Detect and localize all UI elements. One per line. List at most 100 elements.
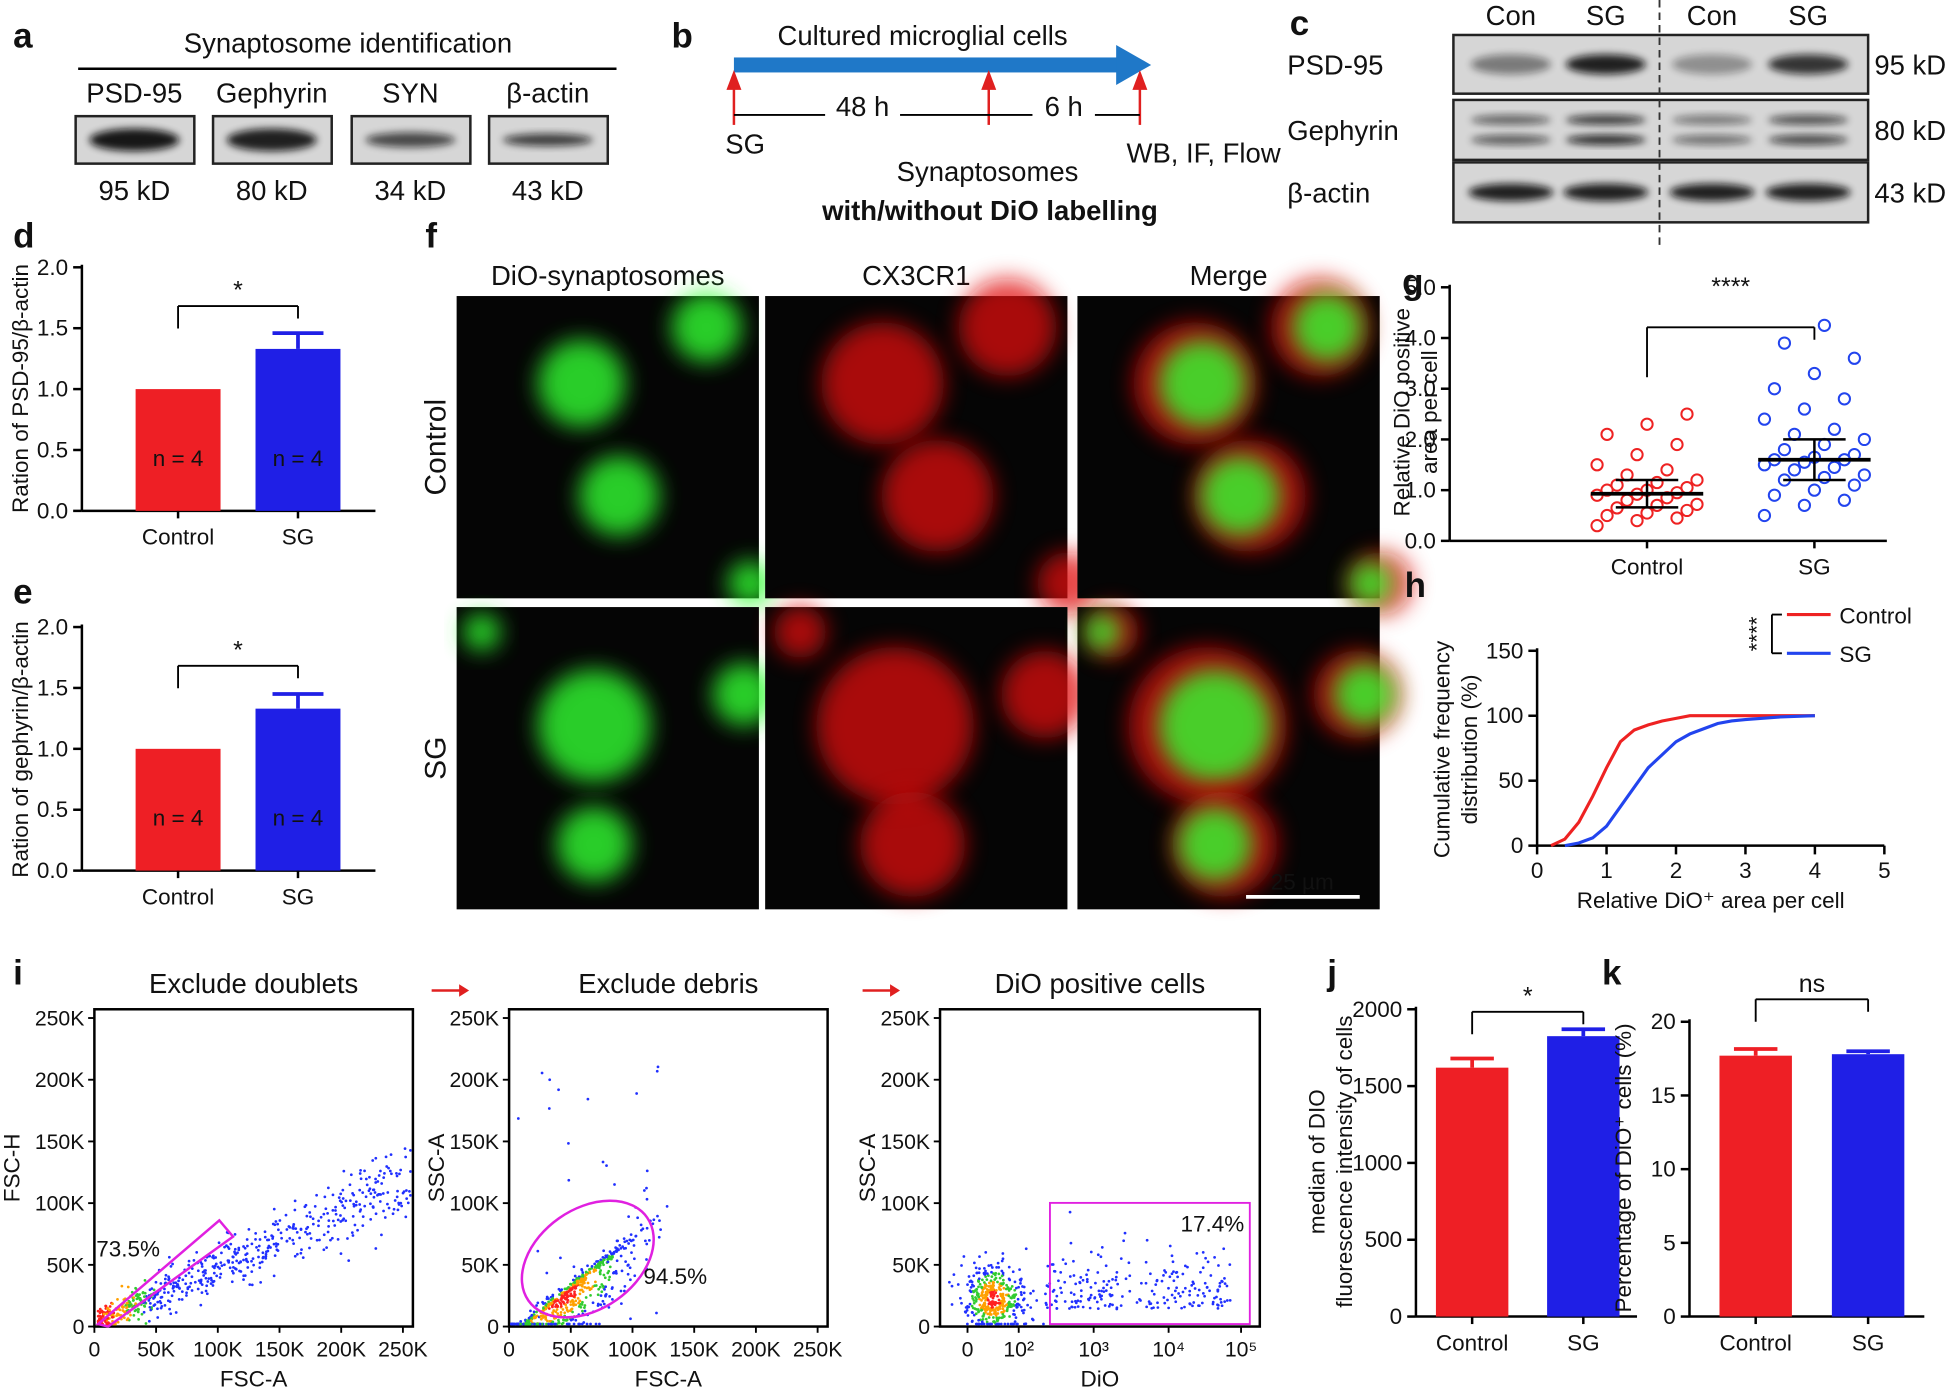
event-dot <box>1199 1270 1202 1274</box>
event-dot <box>1196 1293 1200 1297</box>
event-dot <box>516 1117 520 1120</box>
event-dot <box>1170 1254 1174 1258</box>
blot-band <box>1470 114 1551 125</box>
event-dot <box>974 1312 978 1316</box>
event-dot <box>304 1230 307 1234</box>
event-dot <box>159 1282 163 1285</box>
y-tick-label: 0.5 <box>37 797 68 822</box>
cell-signal <box>1333 663 1396 726</box>
event-dot <box>197 1279 201 1282</box>
event-dot <box>1068 1275 1072 1278</box>
event-dot <box>564 1306 568 1309</box>
cell-signal <box>556 806 632 882</box>
event-dot <box>598 1260 602 1264</box>
channel-label: Merge <box>1190 260 1268 291</box>
event-dot <box>382 1176 386 1180</box>
event-dot <box>556 1312 560 1316</box>
flow-ytick-label: 0 <box>487 1316 499 1339</box>
timeline-title: Cultured microglial cells <box>778 20 1068 51</box>
event-dot <box>600 1290 604 1294</box>
event-dot <box>154 1280 158 1284</box>
event-dot <box>1218 1284 1222 1288</box>
event-dot <box>1175 1286 1178 1290</box>
event-dot <box>190 1275 194 1279</box>
event-dot <box>196 1269 200 1273</box>
event-dot <box>205 1284 209 1288</box>
event-dot <box>263 1235 267 1239</box>
condition-label: SG <box>419 737 452 780</box>
event-dot <box>994 1288 998 1292</box>
event-dot <box>1085 1273 1088 1277</box>
event-dot <box>1128 1289 1132 1293</box>
event-dot <box>1078 1280 1082 1284</box>
event-dot <box>214 1256 218 1259</box>
event-dot <box>231 1269 234 1273</box>
data-point <box>1590 458 1604 472</box>
event-dot <box>129 1313 132 1317</box>
y-tick-label: 1000 <box>1352 1150 1402 1175</box>
event-dot <box>620 1302 623 1305</box>
event-dot <box>549 1298 553 1302</box>
cell-signal <box>1083 613 1122 651</box>
event-dot <box>242 1245 245 1248</box>
event-dot <box>1100 1297 1103 1301</box>
event-dot <box>1191 1304 1194 1308</box>
event-dot <box>567 1285 570 1289</box>
event-dot <box>1216 1307 1220 1310</box>
event-dot <box>519 1322 522 1326</box>
event-dot <box>1211 1302 1215 1306</box>
event-dot <box>1108 1302 1112 1306</box>
event-dot <box>997 1272 1001 1276</box>
flow-ytick-label: 50K <box>47 1254 85 1277</box>
event-dot <box>611 1286 614 1289</box>
event-dot <box>1123 1231 1127 1235</box>
event-dot <box>324 1207 328 1211</box>
event-dot <box>618 1243 622 1247</box>
event-dot <box>581 1300 584 1304</box>
event-dot <box>163 1291 166 1294</box>
event-dot <box>602 1302 606 1306</box>
event-dot <box>547 1107 551 1110</box>
event-dot <box>960 1301 963 1305</box>
x-tick-label: SG <box>1798 555 1830 580</box>
event-dot <box>959 1296 962 1300</box>
event-dot <box>403 1147 407 1151</box>
event-dot <box>554 1322 557 1326</box>
event-dot <box>252 1263 256 1267</box>
event-dot <box>232 1271 235 1275</box>
event-dot <box>138 1293 141 1296</box>
event-dot <box>386 1202 389 1206</box>
event-dot <box>364 1177 368 1181</box>
event-dot <box>102 1312 106 1316</box>
event-dot <box>588 1288 592 1292</box>
event-dot <box>996 1312 1000 1315</box>
y-tick-label: 1500 <box>1352 1074 1402 1099</box>
data-point <box>1827 422 1842 436</box>
flow-arrowhead <box>890 984 901 997</box>
event-dot <box>1208 1289 1211 1293</box>
event-dot <box>538 1322 542 1326</box>
event-dot <box>604 1285 608 1289</box>
blot-name: PSD-95 <box>86 77 182 108</box>
event-dot <box>996 1294 999 1298</box>
event-dot <box>207 1277 211 1280</box>
flow-xlabel: DiO <box>1081 1367 1120 1392</box>
event-dot <box>981 1296 985 1300</box>
event-dot <box>992 1293 996 1296</box>
event-dot <box>374 1247 378 1250</box>
flow-ytick-label: 0 <box>73 1316 85 1339</box>
event-dot <box>274 1244 278 1248</box>
event-dot <box>1197 1304 1201 1308</box>
flow-ytick-label: 100K <box>880 1193 930 1216</box>
event-dot <box>392 1207 396 1211</box>
event-dot <box>261 1255 265 1259</box>
event-dot <box>142 1310 146 1314</box>
event-dot <box>1115 1270 1119 1274</box>
event-dot <box>969 1290 973 1294</box>
event-dot <box>574 1318 578 1322</box>
y-tick-label: 0 <box>1390 1304 1403 1329</box>
event-dot <box>295 1230 299 1234</box>
event-dot <box>569 1303 573 1306</box>
event-dot <box>658 1219 661 1222</box>
timeline-arrow <box>733 57 1119 73</box>
